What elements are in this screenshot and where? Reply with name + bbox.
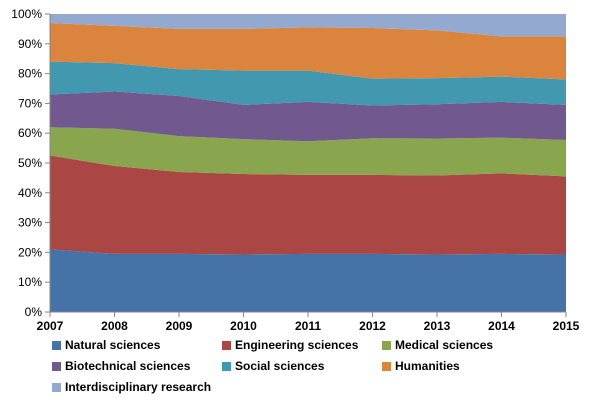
y-tick-label: 50% xyxy=(18,156,42,170)
legend-item: Humanities xyxy=(382,359,460,373)
legend-item: Engineering sciences xyxy=(222,338,358,352)
y-tick-label: 20% xyxy=(18,245,42,259)
area-series-1 xyxy=(50,155,566,255)
legend-label: Humanities xyxy=(395,359,460,373)
legend-label: Engineering sciences xyxy=(235,338,359,352)
legend-swatch xyxy=(382,361,391,371)
area-series-2 xyxy=(50,127,566,177)
legend-swatch xyxy=(52,361,61,371)
legend-item: Social sciences xyxy=(222,359,324,373)
legend-swatch xyxy=(52,340,61,350)
area-series-group xyxy=(50,14,566,312)
y-axis-ticks: 0% 10% 20% 30% 40% 50% 60% 70% 80% 90% 100% xyxy=(11,7,50,319)
legend-label: Natural sciences xyxy=(65,338,161,352)
legend-label: Social sciences xyxy=(235,359,325,373)
x-axis-ticks: 2007 2008 2009 2010 2011 2012 2013 2014 2015 xyxy=(37,312,580,333)
legend-label: Medical sciences xyxy=(395,338,494,352)
area-series-3 xyxy=(50,91,566,142)
legend-item: Medical sciences xyxy=(382,338,493,352)
legend-label: Biotechnical sciences xyxy=(65,359,191,373)
x-tick-label: 2010 xyxy=(230,319,257,333)
legend-swatch xyxy=(222,361,231,371)
x-tick-label: 2007 xyxy=(37,319,64,333)
x-tick-label: 2009 xyxy=(166,319,193,333)
legend-swatch xyxy=(222,340,231,350)
y-tick-label: 10% xyxy=(18,275,42,289)
x-tick-label: 2013 xyxy=(424,319,451,333)
area-series-4 xyxy=(50,61,566,106)
legend-item: Natural sciences xyxy=(52,338,160,352)
legend-swatch xyxy=(382,340,391,350)
y-tick-label: 100% xyxy=(11,7,42,21)
y-tick-label: 70% xyxy=(18,96,42,110)
x-tick-label: 2014 xyxy=(488,319,515,333)
x-tick-label: 2012 xyxy=(359,319,386,333)
y-tick-label: 0% xyxy=(25,305,43,319)
y-tick-label: 60% xyxy=(18,126,42,140)
legend-swatch xyxy=(52,382,61,392)
y-tick-label: 90% xyxy=(18,37,42,51)
y-tick-label: 30% xyxy=(18,216,42,230)
x-tick-label: 2015 xyxy=(553,319,580,333)
area-series-0 xyxy=(50,249,566,312)
y-tick-label: 80% xyxy=(18,67,42,81)
legend-item: Interdisciplinary research xyxy=(52,380,211,394)
x-tick-label: 2011 xyxy=(295,319,321,333)
area-series-6 xyxy=(50,14,566,37)
y-tick-label: 40% xyxy=(18,186,42,200)
area-series-5 xyxy=(50,22,566,80)
legend-label: Interdisciplinary research xyxy=(65,380,212,394)
legend-item: Biotechnical sciences xyxy=(52,359,190,373)
x-tick-label: 2008 xyxy=(101,319,128,333)
